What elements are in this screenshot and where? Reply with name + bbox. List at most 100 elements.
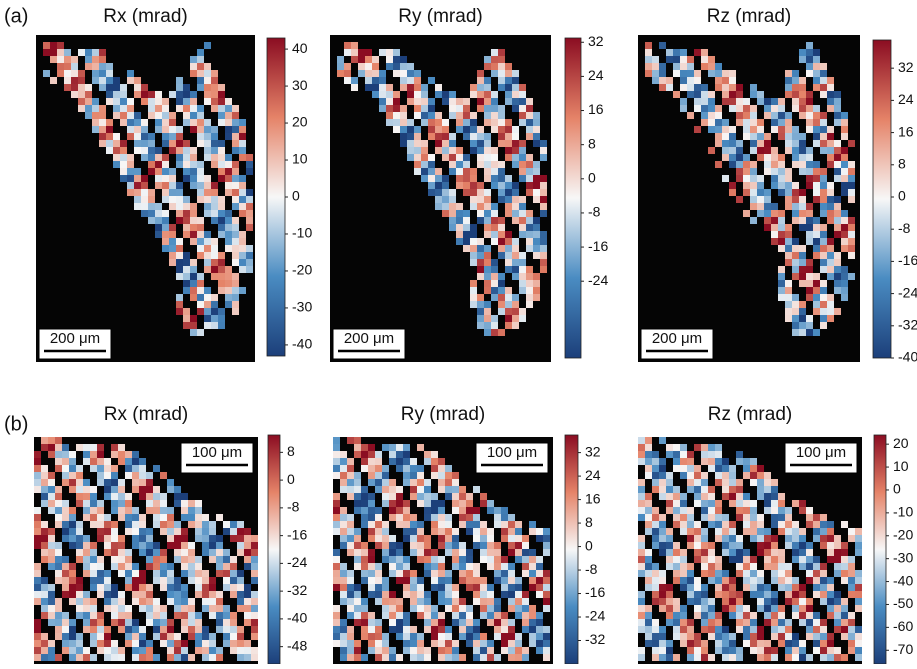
grain — [848, 224, 855, 231]
grain — [190, 182, 197, 189]
grain — [183, 224, 190, 231]
grain — [197, 77, 204, 84]
grain — [722, 549, 729, 556]
grain — [785, 577, 792, 584]
grain — [389, 619, 396, 626]
grain — [508, 514, 515, 521]
grain — [799, 640, 806, 647]
grain — [820, 126, 827, 133]
grain — [480, 654, 487, 661]
grain — [687, 486, 694, 493]
grain — [508, 535, 515, 542]
grain — [473, 542, 480, 549]
grain — [347, 458, 354, 465]
grain — [424, 535, 431, 542]
grain — [666, 605, 673, 612]
grain — [813, 252, 820, 259]
grain — [652, 63, 659, 70]
grain — [519, 203, 526, 210]
grain — [477, 322, 484, 329]
grain — [347, 542, 354, 549]
grain — [106, 84, 113, 91]
grain — [421, 175, 428, 182]
grain — [673, 444, 680, 451]
grain — [792, 633, 799, 640]
grain — [757, 647, 764, 654]
grain — [167, 486, 174, 493]
grain — [127, 175, 134, 182]
grain — [232, 161, 239, 168]
grain — [540, 196, 547, 203]
grain — [403, 612, 410, 619]
grain — [806, 126, 813, 133]
grain — [218, 252, 225, 259]
grain — [484, 231, 491, 238]
grain — [34, 640, 41, 647]
grain — [508, 528, 515, 535]
grain — [687, 535, 694, 542]
grain — [347, 472, 354, 479]
grain — [169, 238, 176, 245]
grain — [785, 245, 792, 252]
grain — [820, 315, 827, 322]
grain — [645, 612, 652, 619]
grain — [694, 486, 701, 493]
grain — [841, 542, 848, 549]
grain — [701, 556, 708, 563]
grain — [652, 577, 659, 584]
grain — [785, 542, 792, 549]
grain — [190, 203, 197, 210]
grain — [403, 647, 410, 654]
grain — [477, 189, 484, 196]
grain — [153, 612, 160, 619]
grain — [813, 619, 820, 626]
grain — [701, 640, 708, 647]
grain — [792, 308, 799, 315]
grain — [400, 126, 407, 133]
grain — [197, 70, 204, 77]
grain — [764, 549, 771, 556]
grain — [778, 119, 785, 126]
grain — [354, 654, 361, 661]
grain — [820, 147, 827, 154]
grain — [722, 175, 729, 182]
grain — [162, 112, 169, 119]
grain — [533, 196, 540, 203]
grain — [715, 444, 722, 451]
grain — [188, 542, 195, 549]
grain — [834, 217, 841, 224]
grain — [333, 500, 340, 507]
grain — [55, 465, 62, 472]
grain — [146, 479, 153, 486]
grain — [169, 126, 176, 133]
grain — [48, 479, 55, 486]
grain — [806, 598, 813, 605]
grain — [652, 542, 659, 549]
grain — [41, 612, 48, 619]
grain — [410, 542, 417, 549]
grain — [771, 612, 778, 619]
grain — [680, 584, 687, 591]
grain — [438, 591, 445, 598]
grain — [477, 196, 484, 203]
grain — [736, 591, 743, 598]
grain — [400, 70, 407, 77]
grain — [340, 633, 347, 640]
grain — [139, 472, 146, 479]
grain — [533, 112, 540, 119]
grain — [512, 238, 519, 245]
grain — [127, 154, 134, 161]
grain — [543, 549, 550, 556]
grain — [43, 42, 50, 49]
grain — [848, 584, 855, 591]
grain — [771, 591, 778, 598]
grain — [197, 84, 204, 91]
grain — [715, 640, 722, 647]
grain — [806, 154, 813, 161]
grain — [139, 605, 146, 612]
grain — [211, 105, 218, 112]
grain — [97, 451, 104, 458]
grain — [403, 577, 410, 584]
grain — [652, 528, 659, 535]
grain — [195, 584, 202, 591]
